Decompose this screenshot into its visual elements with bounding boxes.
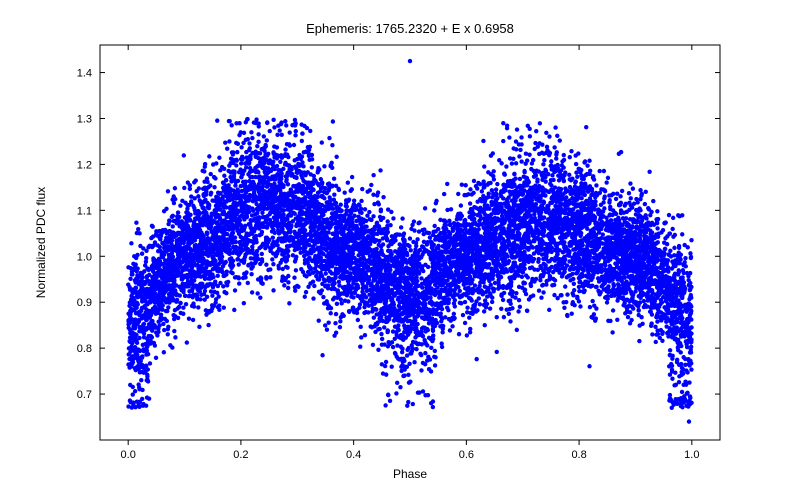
x-tick-label: 0.2	[233, 449, 248, 461]
y-tick-label: 1.1	[77, 205, 92, 217]
y-tick-label: 1.0	[77, 251, 92, 263]
y-tick-label: 1.4	[77, 68, 92, 80]
x-tick-label: 0.8	[571, 449, 586, 461]
y-tick-label: 0.8	[77, 343, 92, 355]
y-tick-label: 0.9	[77, 297, 92, 309]
x-tick-label: 0.6	[459, 449, 474, 461]
outlier-point-low	[687, 419, 691, 423]
x-tick-label: 0.0	[121, 449, 136, 461]
chart-title: Ephemeris: 1765.2320 + E x 0.6958	[306, 21, 514, 36]
y-tick-label: 1.2	[77, 159, 92, 171]
phase-flux-chart: 0.0 0.2 0.4 0.6 0.8 1.0 0.7 0.8 0.9 1.0 1.1 1.2 1.3 1…	[0, 0, 800, 500]
y-tick-label: 0.7	[77, 389, 92, 401]
outlier-point	[408, 59, 412, 63]
y-tick-label: 1.3	[77, 113, 92, 125]
x-tick-label: 0.4	[346, 449, 361, 461]
x-axis-label: Phase	[393, 467, 427, 481]
y-axis-label: Normalized PDC flux	[34, 187, 48, 298]
scatter-points	[126, 59, 694, 424]
chart-svg: 0.0 0.2 0.4 0.6 0.8 1.0 0.7 0.8 0.9 1.0 1.1 1.2 1.3 1…	[0, 0, 800, 500]
x-tick-label: 1.0	[684, 449, 699, 461]
